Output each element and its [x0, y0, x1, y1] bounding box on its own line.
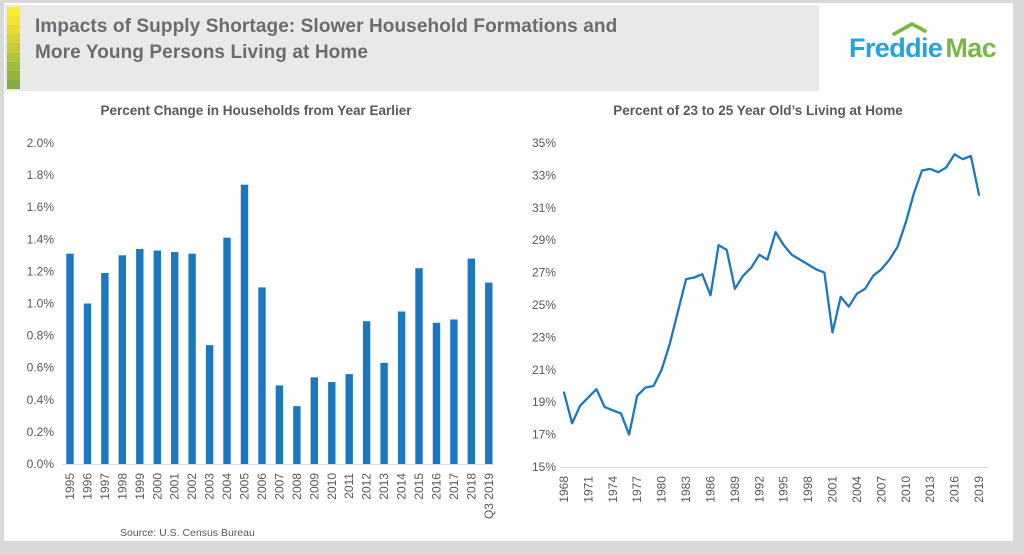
- svg-text:1986: 1986: [704, 476, 718, 503]
- svg-text:2013: 2013: [923, 476, 937, 503]
- svg-text:1.0%: 1.0%: [27, 297, 55, 311]
- svg-text:2009: 2009: [307, 473, 321, 500]
- svg-text:2004: 2004: [220, 473, 234, 500]
- svg-text:1998: 1998: [115, 473, 129, 500]
- svg-text:2000: 2000: [150, 473, 164, 500]
- living-at-home-chart-title: Percent of 23 to 25 Year Old’s Living at…: [613, 103, 903, 118]
- svg-text:2015: 2015: [412, 473, 426, 500]
- svg-text:2002: 2002: [185, 473, 199, 500]
- svg-text:27%: 27%: [532, 266, 556, 280]
- svg-text:2.0%: 2.0%: [27, 136, 55, 150]
- gradient-strip-icon: [7, 7, 20, 89]
- svg-text:2005: 2005: [238, 473, 252, 500]
- svg-text:2001: 2001: [168, 473, 182, 500]
- svg-text:1968: 1968: [557, 476, 571, 503]
- svg-text:2019: 2019: [972, 476, 986, 503]
- svg-text:19%: 19%: [532, 395, 556, 409]
- svg-text:33%: 33%: [532, 168, 556, 182]
- svg-text:35%: 35%: [532, 136, 556, 150]
- svg-text:2011: 2011: [342, 473, 356, 499]
- logo-freddie-text: Freddie: [849, 33, 943, 63]
- svg-text:1971: 1971: [581, 476, 595, 503]
- page-title-line2: More Young Persons Living at Home: [35, 42, 369, 63]
- svg-text:23%: 23%: [532, 330, 556, 344]
- svg-text:1980: 1980: [655, 476, 669, 503]
- svg-text:2016: 2016: [429, 473, 443, 500]
- svg-text:1995: 1995: [777, 476, 791, 503]
- living-at-home-line-plot: 15% 17% 19% 21% 23% 25% 27% 29% 31% 33% 35% 1968 197…: [532, 136, 988, 503]
- svg-text:2010: 2010: [899, 476, 913, 503]
- svg-text:0.0%: 0.0%: [27, 457, 55, 471]
- svg-text:15%: 15%: [532, 460, 556, 474]
- page-title: Impacts of Supply Shortage: Slower House…: [35, 14, 617, 66]
- svg-text:25%: 25%: [532, 298, 556, 312]
- freddie-mac-logo: Freddie Mac: [849, 22, 997, 64]
- svg-text:17%: 17%: [532, 428, 556, 442]
- svg-text:1996: 1996: [81, 473, 95, 500]
- svg-text:2001: 2001: [826, 476, 840, 503]
- svg-text:2012: 2012: [360, 473, 374, 500]
- svg-text:2010: 2010: [325, 473, 339, 500]
- header-band: Impacts of Supply Shortage: Slower House…: [5, 5, 819, 91]
- svg-text:21%: 21%: [532, 363, 556, 377]
- households-chart-title: Percent Change in Households from Year E…: [100, 103, 412, 118]
- svg-text:2003: 2003: [203, 473, 217, 500]
- source-note: Source: U.S. Census Bureau: [120, 527, 255, 539]
- content-card: Impacts of Supply Shortage: Slower House…: [4, 3, 1013, 541]
- svg-text:2007: 2007: [272, 473, 286, 500]
- svg-text:1.6%: 1.6%: [27, 200, 55, 214]
- svg-text:2006: 2006: [255, 473, 269, 500]
- svg-text:1997: 1997: [98, 473, 112, 500]
- svg-text:2013: 2013: [377, 473, 391, 500]
- svg-text:1.4%: 1.4%: [27, 232, 55, 246]
- svg-text:2017: 2017: [447, 473, 461, 500]
- svg-text:29%: 29%: [532, 233, 556, 247]
- svg-text:31%: 31%: [532, 201, 556, 215]
- charts-row: Percent Change in Households from Year E…: [4, 95, 1013, 539]
- svg-text:1989: 1989: [728, 476, 742, 503]
- svg-text:1992: 1992: [752, 476, 766, 503]
- svg-text:2008: 2008: [290, 473, 304, 500]
- living-at-home-chart: Percent of 23 to 25 Year Old’s Living at…: [504, 95, 1012, 533]
- svg-text:2014: 2014: [395, 473, 409, 500]
- svg-text:2016: 2016: [948, 476, 962, 503]
- house-roof-icon: [892, 22, 927, 36]
- svg-text:2007: 2007: [874, 476, 888, 503]
- svg-text:1999: 1999: [133, 473, 147, 500]
- svg-text:2018: 2018: [464, 473, 478, 500]
- svg-text:Q3 2019: Q3 2019: [482, 473, 496, 519]
- svg-text:0.8%: 0.8%: [27, 329, 55, 343]
- svg-text:1.8%: 1.8%: [27, 168, 55, 182]
- svg-text:0.6%: 0.6%: [27, 361, 55, 375]
- svg-text:1983: 1983: [679, 476, 693, 503]
- logo-mac-text: Mac: [945, 33, 997, 63]
- svg-text:0.2%: 0.2%: [27, 425, 55, 439]
- svg-text:2004: 2004: [850, 476, 864, 503]
- svg-text:0.4%: 0.4%: [27, 393, 55, 407]
- svg-text:1.2%: 1.2%: [27, 264, 55, 278]
- households-bar-plot: 0.0% 0.2% 0.4% 0.6% 0.8% 1.0% 1.2% 1.4% 1.6% 1.8%…: [27, 136, 496, 519]
- households-change-chart: Percent Change in Households from Year E…: [8, 95, 504, 539]
- svg-text:1998: 1998: [801, 476, 815, 503]
- svg-text:1977: 1977: [630, 476, 644, 503]
- svg-text:1974: 1974: [606, 476, 620, 503]
- page-title-line1: Impacts of Supply Shortage: Slower House…: [35, 16, 618, 37]
- svg-text:1995: 1995: [63, 473, 77, 500]
